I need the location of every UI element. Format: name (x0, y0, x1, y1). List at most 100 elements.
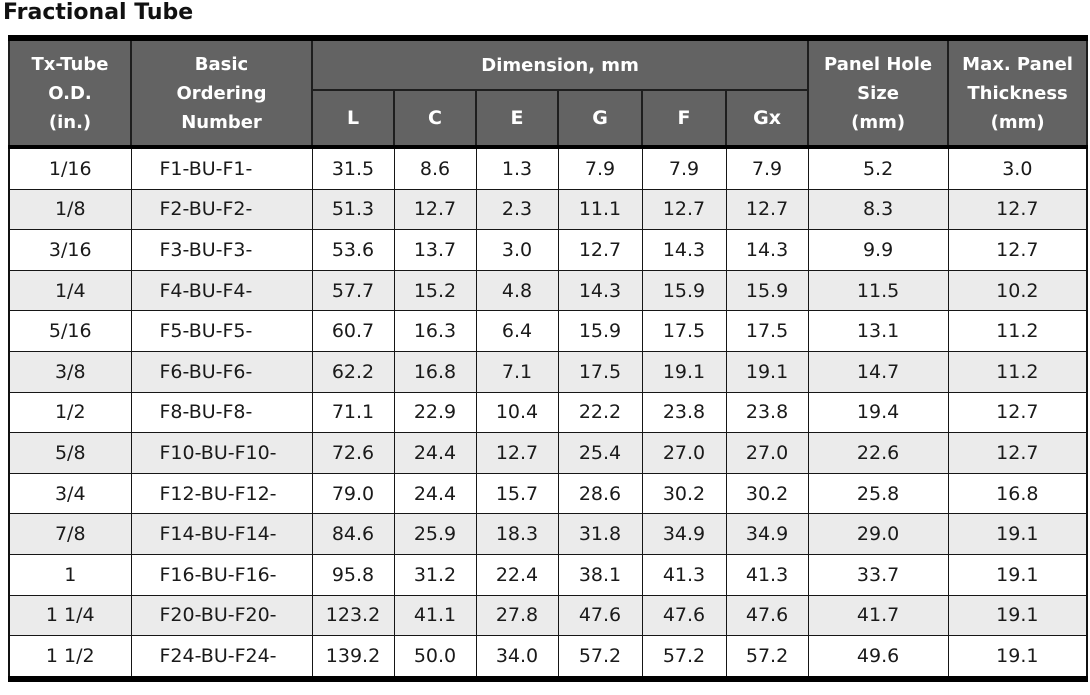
cell-dim-l: 79.0 (311, 472, 395, 514)
table-header: Tx-Tube O.D. (in.) Basic Ordering Number… (8, 38, 1089, 149)
cell-dim-e: 6.4 (475, 310, 559, 352)
cell-dim-e: 15.7 (475, 472, 559, 514)
cell-dim-g: 15.9 (557, 310, 643, 352)
cell-dim-c: 50.0 (393, 635, 477, 679)
cell-dim-l: 53.6 (311, 229, 395, 271)
column-header-dim-g: G (557, 90, 643, 149)
cell-dim-g: 12.7 (557, 229, 643, 271)
fractional-tube-table: Tx-Tube O.D. (in.) Basic Ordering Number… (8, 35, 1089, 682)
cell-dim-g: 25.4 (557, 432, 643, 474)
cell-dim-gx: 17.5 (725, 310, 809, 352)
cell-dim-gx: 14.3 (725, 229, 809, 271)
cell-tube-od: 5/8 (8, 432, 132, 474)
cell-dim-f: 15.9 (641, 269, 727, 311)
cell-dim-l: 84.6 (311, 513, 395, 555)
cell-panel-hole: 11.5 (807, 269, 949, 311)
cell-dim-e: 27.8 (475, 594, 559, 636)
cell-dim-g: 38.1 (557, 553, 643, 596)
column-header-dim-l: L (311, 90, 395, 149)
cell-ordering: F8-BU-F8- (130, 391, 313, 433)
cell-dim-f: 12.7 (641, 188, 727, 230)
cell-dim-c: 25.9 (393, 513, 477, 555)
cell-dim-g: 28.6 (557, 472, 643, 514)
cell-tube-od: 1/4 (8, 269, 132, 311)
cell-panel-hole: 8.3 (807, 188, 949, 230)
cell-dim-c: 24.4 (393, 432, 477, 474)
cell-dim-gx: 41.3 (725, 553, 809, 596)
cell-ordering: F3-BU-F3- (130, 229, 313, 271)
cell-dim-gx: 15.9 (725, 269, 809, 311)
table-row: 1 1/4 F20-BU-F20- 123.2 41.1 27.8 47.6 47.6 47.… (8, 594, 1088, 636)
cell-dim-l: 123.2 (311, 594, 395, 636)
cell-dim-e: 3.0 (475, 229, 559, 271)
cell-dim-f: 14.3 (641, 229, 727, 271)
column-header-dim-gx: Gx (724, 90, 810, 149)
cell-dim-g: 14.3 (557, 269, 643, 311)
cell-tube-od: 1 (8, 553, 132, 596)
cell-panel-hole: 25.8 (807, 472, 949, 514)
cell-dim-c: 8.6 (393, 147, 477, 190)
cell-panel-hole: 9.9 (807, 229, 949, 271)
cell-dim-f: 23.8 (641, 391, 727, 433)
cell-ordering: F1-BU-F1- (130, 147, 313, 190)
column-header-dim-c: C (393, 90, 477, 149)
table-row: 1/8 F2-BU-F2- 51.3 12.7 2.3 11.1 12.7 12.7 8.3 12… (8, 188, 1088, 230)
cell-dim-l: 31.5 (311, 147, 395, 190)
cell-ordering: F24-BU-F24- (130, 635, 313, 679)
cell-tube-od: 3/4 (8, 472, 132, 514)
table-row: 3/16 F3-BU-F3- 53.6 13.7 3.0 12.7 14.3 14.3 9.9 1… (8, 229, 1088, 271)
cell-ordering: F2-BU-F2- (130, 188, 313, 230)
cell-dim-c: 31.2 (393, 553, 477, 596)
cell-dim-gx: 57.2 (725, 635, 809, 679)
cell-dim-f: 57.2 (641, 635, 727, 679)
cell-panel-hole: 14.7 (807, 350, 949, 393)
table-row: 1/16 F1-BU-F1- 31.5 8.6 1.3 7.9 7.9 7.9 5.2 3.0 (8, 147, 1088, 190)
cell-dim-gx: 23.8 (725, 391, 809, 433)
cell-dim-g: 57.2 (557, 635, 643, 679)
cell-max-thickness: 19.1 (947, 635, 1088, 679)
cell-dim-c: 13.7 (393, 229, 477, 271)
cell-dim-g: 31.8 (557, 513, 643, 555)
cell-dim-f: 19.1 (641, 350, 727, 393)
column-header-dim-f: F (641, 90, 727, 149)
cell-dim-f: 34.9 (641, 513, 727, 555)
cell-dim-g: 7.9 (557, 147, 643, 190)
table-row: 1/2 F8-BU-F8- 71.1 22.9 10.4 22.2 23.8 23.8 19.4… (8, 391, 1088, 433)
cell-dim-l: 95.8 (311, 553, 395, 596)
column-header-max-panel-thickness: Max. Panel Thickness (mm) (947, 38, 1089, 149)
table-row: 5/16 F5-BU-F5- 60.7 16.3 6.4 15.9 17.5 17.5 13.1… (8, 310, 1088, 352)
cell-dim-gx: 12.7 (725, 188, 809, 230)
cell-max-thickness: 3.0 (947, 147, 1088, 190)
cell-dim-e: 4.8 (475, 269, 559, 311)
cell-ordering: F6-BU-F6- (130, 350, 313, 393)
cell-dim-l: 62.2 (311, 350, 395, 393)
cell-dim-gx: 7.9 (725, 147, 809, 190)
cell-panel-hole: 19.4 (807, 391, 949, 433)
cell-dim-c: 15.2 (393, 269, 477, 311)
cell-ordering: F10-BU-F10- (130, 432, 313, 474)
cell-panel-hole: 41.7 (807, 594, 949, 636)
cell-dim-e: 12.7 (475, 432, 559, 474)
cell-dim-gx: 34.9 (725, 513, 809, 555)
cell-panel-hole: 5.2 (807, 147, 949, 190)
cell-dim-e: 2.3 (475, 188, 559, 230)
cell-dim-c: 41.1 (393, 594, 477, 636)
cell-tube-od: 1/16 (8, 147, 132, 190)
cell-dim-e: 22.4 (475, 553, 559, 596)
cell-panel-hole: 13.1 (807, 310, 949, 352)
cell-max-thickness: 12.7 (947, 391, 1088, 433)
table-row: 1/4 F4-BU-F4- 57.7 15.2 4.8 14.3 15.9 15.9 11.5 1… (8, 269, 1088, 311)
cell-ordering: F14-BU-F14- (130, 513, 313, 555)
cell-dim-g: 11.1 (557, 188, 643, 230)
cell-dim-l: 71.1 (311, 391, 395, 433)
cell-dim-l: 72.6 (311, 432, 395, 474)
cell-dim-e: 7.1 (475, 350, 559, 393)
cell-tube-od: 5/16 (8, 310, 132, 352)
cell-dim-e: 1.3 (475, 147, 559, 190)
cell-dim-e: 34.0 (475, 635, 559, 679)
column-group-header-dimension: Dimension, mm (310, 38, 810, 91)
page-title: Fractional Tube (3, 0, 194, 25)
table-row: 3/8 F6-BU-F6- 62.2 16.8 7.1 17.5 19.1 19.1 14.7 1… (8, 350, 1088, 393)
cell-dim-f: 27.0 (641, 432, 727, 474)
